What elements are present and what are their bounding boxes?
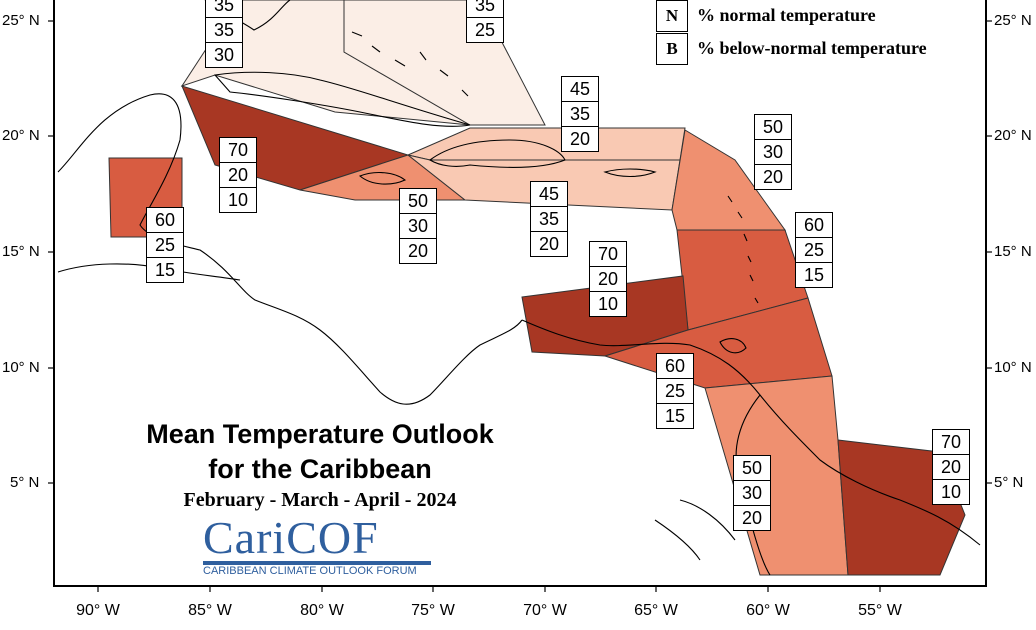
lat-label-20-right: 20° N — [994, 127, 1032, 144]
lon-label-55: 55° W — [858, 602, 902, 619]
prob-normal: 35 — [206, 18, 242, 43]
lat-label-10-right: 10° N — [994, 359, 1032, 376]
prob-normal: 25 — [147, 233, 183, 258]
map-title-line2: for the Caribbean — [208, 454, 432, 484]
prob-above: 70 — [933, 430, 969, 455]
prob-box-suriname-guiana: 70 20 10 — [932, 429, 970, 505]
lat-label-15-left: 15° N — [2, 243, 40, 260]
coastlines — [57, 0, 981, 576]
prob-below: 20 — [407, 241, 429, 261]
prob-below: 20 — [741, 508, 763, 528]
prob-above: 50 — [734, 456, 770, 481]
lat-label-5-left: 5° N — [10, 474, 40, 491]
coast-bahamas — [351, 31, 469, 97]
prob-normal: 30 — [400, 214, 436, 239]
prob-above: 45 — [531, 182, 567, 207]
prob-below: 10 — [597, 294, 619, 314]
prob-above: 45 — [562, 77, 598, 102]
prob-below: 15 — [664, 406, 686, 426]
prob-above: 60 — [147, 208, 183, 233]
map-frame — [53, 0, 987, 587]
coast-trinidad — [719, 338, 747, 354]
prob-below: 15 — [803, 265, 825, 285]
legend-label-below: % below-normal temperature — [697, 38, 927, 58]
prob-above: 50 — [400, 189, 436, 214]
lat-label-10-left: 10° N — [2, 359, 40, 376]
lat-label-15-right: 15° N — [994, 243, 1032, 260]
prob-box-hispaniola: 45 35 20 — [561, 76, 599, 152]
prob-normal: 35 — [467, 0, 503, 18]
coast-lesser-antilles — [727, 195, 759, 304]
region-hispaniola — [406, 127, 686, 161]
lon-label-85: 85° W — [188, 602, 232, 619]
prob-below: 20 — [762, 167, 784, 187]
prob-box-hispaniola-south: 45 35 20 — [530, 181, 568, 257]
prob-normal: 25 — [796, 238, 832, 263]
lat-label-25-left: 25° N — [2, 12, 40, 29]
legend-label-normal: % normal temperature — [697, 5, 876, 25]
prob-below: 10 — [227, 190, 249, 210]
lon-label-75: 75° W — [411, 602, 455, 619]
prob-above: 60 — [657, 354, 693, 379]
prob-above: 60 — [796, 213, 832, 238]
prob-normal: 35 — [562, 102, 598, 127]
lat-label-20-left: 20° N — [2, 127, 40, 144]
prob-normal: 25 — [657, 379, 693, 404]
prob-above: 35 — [206, 0, 242, 18]
prob-normal: 20 — [933, 455, 969, 480]
prob-box-abc-islands: 70 20 10 — [589, 241, 627, 317]
coast-puerto-rico — [603, 168, 657, 178]
prob-normal: 20 — [220, 163, 256, 188]
lon-label-90: 90° W — [76, 602, 120, 619]
prob-box-trinidad: 60 25 15 — [656, 353, 694, 429]
prob-box-bahamas: 35 35 30 — [205, 0, 243, 68]
prob-below: 30 — [213, 45, 235, 65]
prob-normal: 35 — [531, 207, 567, 232]
prob-box-belize: 60 25 15 — [146, 207, 184, 283]
prob-box-turks-caicos: 35 25 — [466, 0, 504, 43]
lon-label-80: 80° W — [300, 602, 344, 619]
prob-below: 15 — [154, 260, 176, 280]
lon-label-60: 60° W — [746, 602, 790, 619]
map-title-line1: Mean Temperature Outlook — [146, 419, 494, 449]
prob-below: 10 — [940, 482, 962, 502]
caricof-logo-rule — [203, 561, 431, 565]
coast-yucatan-central-america — [57, 93, 523, 405]
lon-label-70: 70° W — [523, 602, 567, 619]
prob-box-guyana: 50 30 20 — [733, 455, 771, 531]
lon-label-65: 65° W — [634, 602, 678, 619]
graticule-ticks — [48, 20, 992, 592]
prob-normal: 20 — [590, 267, 626, 292]
prob-below: 25 — [474, 20, 496, 40]
prob-box-western-caribbean: 70 20 10 — [219, 137, 257, 213]
prob-above: 50 — [755, 115, 791, 140]
prob-box-windward-islands: 60 25 15 — [795, 212, 833, 288]
prob-above: 70 — [220, 138, 256, 163]
prob-box-leeward-islands: 50 30 20 — [754, 114, 792, 190]
map-subtitle: February - March - April - 2024 — [183, 489, 457, 511]
caricof-logo: CariCOF — [203, 512, 379, 563]
coast-cuba — [213, 71, 471, 127]
coast-jamaica — [358, 171, 407, 185]
caricof-logo-tagline: CARIBBEAN CLIMATE OUTLOOK FORUM — [203, 565, 417, 577]
prob-box-jamaica: 50 30 20 — [399, 188, 437, 264]
coast-hispaniola — [429, 139, 566, 168]
prob-above: 70 — [590, 242, 626, 267]
lat-label-5-right: 5° N — [994, 474, 1024, 491]
region-guyana — [704, 375, 849, 576]
prob-normal: 30 — [734, 481, 770, 506]
prob-below: 20 — [569, 129, 591, 149]
prob-below: 20 — [538, 234, 560, 254]
lat-label-25-right: 25° N — [994, 12, 1032, 29]
legend-key-normal: N — [656, 0, 688, 32]
prob-normal: 30 — [755, 140, 791, 165]
legend-key-below: B — [656, 33, 688, 65]
